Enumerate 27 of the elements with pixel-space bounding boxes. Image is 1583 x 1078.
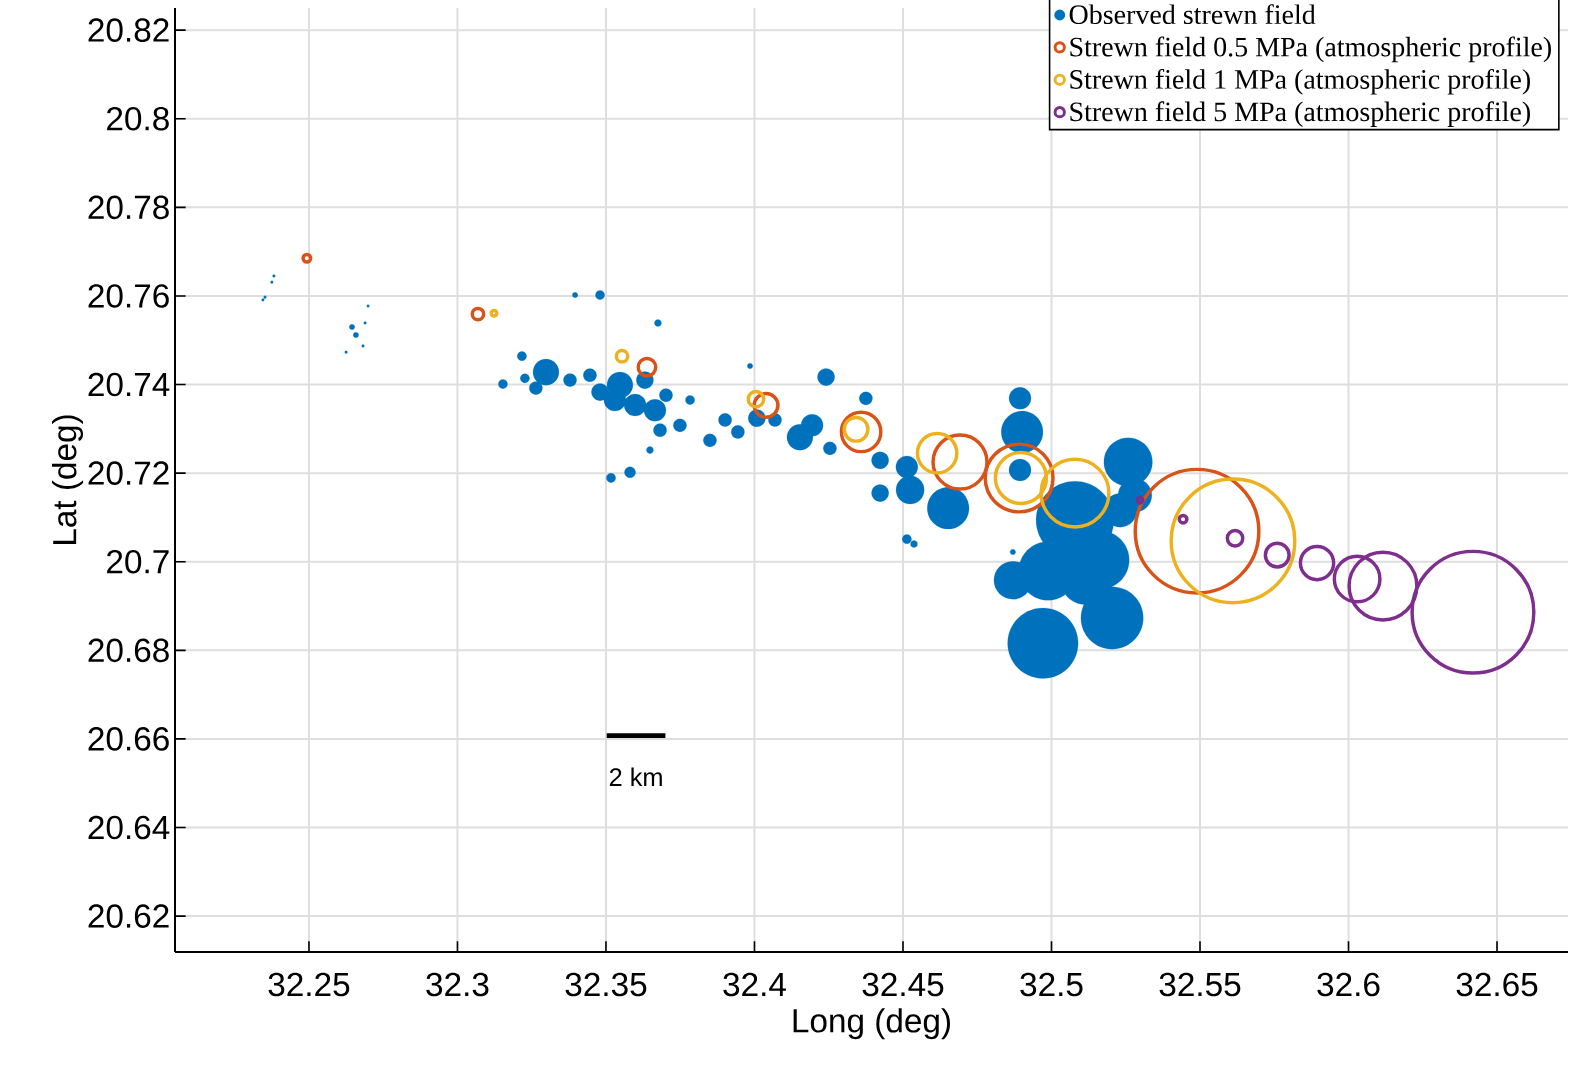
y-tick-label: 20.74 xyxy=(88,372,170,397)
x-tick-label: 32.25 xyxy=(268,972,350,997)
y-tick-label: 20.7 xyxy=(107,549,169,574)
legend-label: Observed strewn field xyxy=(1069,4,1316,25)
x-tick-label: 32.45 xyxy=(862,972,944,997)
x-tick-label: 32.3 xyxy=(426,972,489,997)
y-tick-label: 20.66 xyxy=(88,727,169,751)
y-axis-title: Lat (deg) xyxy=(51,415,84,544)
x-axis-title: Long (deg) xyxy=(793,1008,950,1040)
legend-label: Strewn field 5 MPa (atmospheric profile) xyxy=(1070,101,1530,127)
y-tick-label: 20.76 xyxy=(88,284,169,308)
x-tick-label: 32.5 xyxy=(1020,972,1083,997)
x-tick-label: 32.6 xyxy=(1317,972,1380,997)
y-tick-label: 20.64 xyxy=(88,815,170,840)
x-tick-label: 32.4 xyxy=(723,972,786,997)
x-tick-label: 32.55 xyxy=(1159,972,1241,997)
y-tick-label: 20.62 xyxy=(88,904,169,928)
legend-label: Strewn field 0.5 MPa (atmospheric profile) xyxy=(1070,36,1551,63)
annotation: 2 km xyxy=(609,767,662,786)
x-tick-label: 32.35 xyxy=(565,972,647,997)
y-tick-label: 20.72 xyxy=(88,461,169,485)
y-tick-label: 20.82 xyxy=(88,18,169,42)
x-tick-label: 32.65 xyxy=(1456,972,1538,997)
y-tick-label: 20.78 xyxy=(88,195,169,220)
y-tick-label: 20.68 xyxy=(88,638,169,663)
y-tick-label: 20.8 xyxy=(107,106,169,131)
legend-label: Strewn field 1 MPa (atmospheric profile) xyxy=(1070,68,1530,95)
